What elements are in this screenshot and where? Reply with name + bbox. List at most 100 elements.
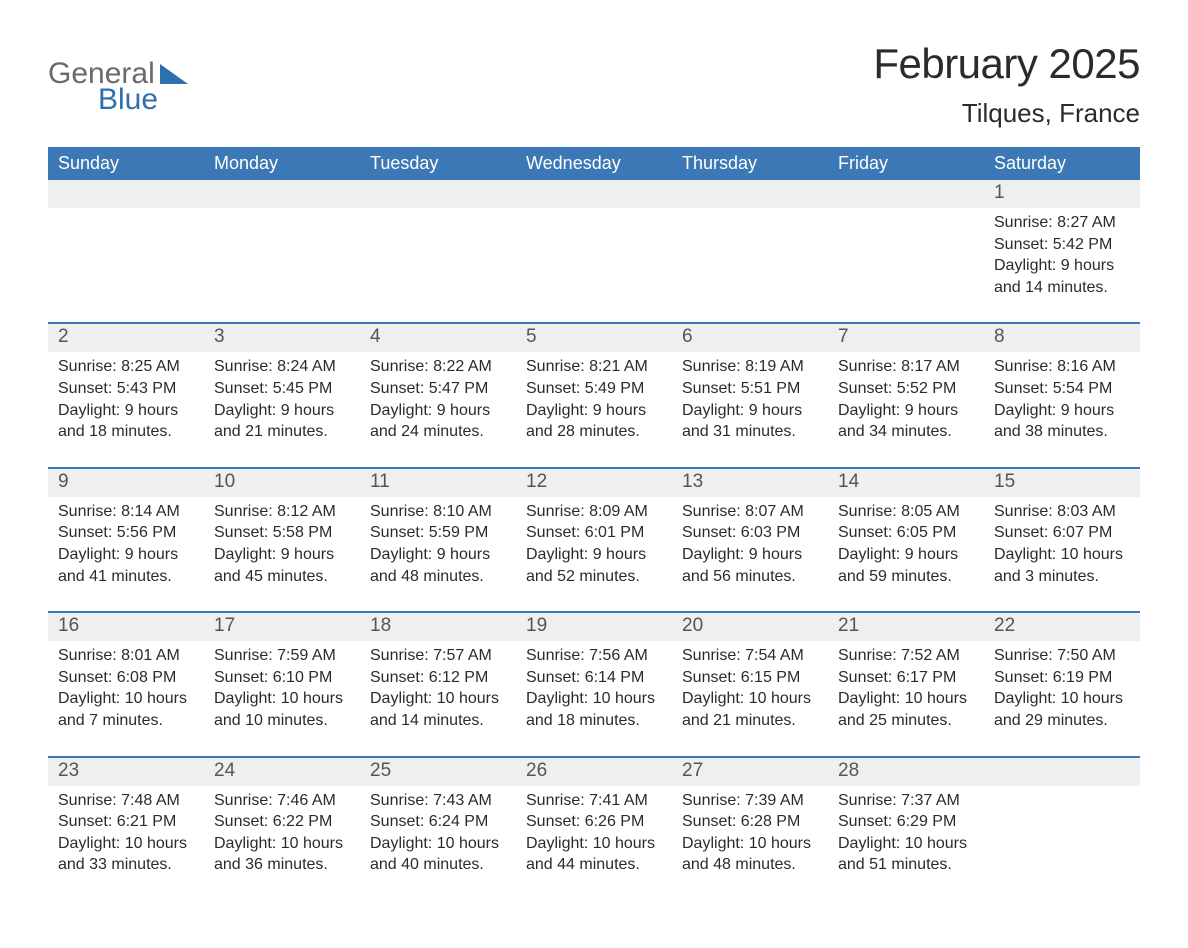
day-sunset: Sunset: 6:24 PM: [370, 811, 506, 833]
day-sunrise: Sunrise: 8:10 AM: [370, 501, 506, 523]
day-detail: Sunrise: 8:03 AMSunset: 6:07 PMDaylight:…: [984, 497, 1140, 587]
day-detail: Sunrise: 8:17 AMSunset: 5:52 PMDaylight:…: [828, 352, 984, 442]
day-sunset: Sunset: 5:43 PM: [58, 378, 194, 400]
day-number-row: 16171819202122: [48, 611, 1140, 641]
day-day1: Daylight: 10 hours: [214, 688, 350, 710]
day-day2: and 14 minutes.: [994, 277, 1130, 299]
day-number: [828, 180, 984, 208]
day-detail: [48, 208, 204, 298]
day-number: 15: [984, 469, 1140, 497]
header-block: General Blue February 2025 Tilques, Fran…: [48, 40, 1140, 129]
day-day1: Daylight: 9 hours: [526, 400, 662, 422]
weekday-header-row: Sunday Monday Tuesday Wednesday Thursday…: [48, 147, 1140, 180]
day-day1: Daylight: 10 hours: [994, 688, 1130, 710]
day-sunset: Sunset: 5:51 PM: [682, 378, 818, 400]
day-sunrise: Sunrise: 7:59 AM: [214, 645, 350, 667]
day-number: 5: [516, 324, 672, 352]
day-sunset: Sunset: 5:49 PM: [526, 378, 662, 400]
day-number: 26: [516, 758, 672, 786]
day-day1: Daylight: 9 hours: [682, 544, 818, 566]
day-sunset: Sunset: 5:59 PM: [370, 522, 506, 544]
day-number: 25: [360, 758, 516, 786]
weekday-header: Saturday: [984, 147, 1140, 180]
day-day1: Daylight: 9 hours: [214, 544, 350, 566]
day-sunrise: Sunrise: 7:43 AM: [370, 790, 506, 812]
day-sunset: Sunset: 6:10 PM: [214, 667, 350, 689]
weekday-header: Thursday: [672, 147, 828, 180]
day-day2: and 44 minutes.: [526, 854, 662, 876]
day-sunset: Sunset: 5:56 PM: [58, 522, 194, 544]
day-day2: and 48 minutes.: [682, 854, 818, 876]
day-sunrise: Sunrise: 8:25 AM: [58, 356, 194, 378]
day-day1: Daylight: 10 hours: [370, 688, 506, 710]
day-detail: [516, 208, 672, 298]
day-content-row: Sunrise: 8:27 AMSunset: 5:42 PMDaylight:…: [48, 208, 1140, 298]
weekday-header: Sunday: [48, 147, 204, 180]
day-day2: and 21 minutes.: [214, 421, 350, 443]
day-number: 13: [672, 469, 828, 497]
day-day2: and 31 minutes.: [682, 421, 818, 443]
day-sunrise: Sunrise: 7:54 AM: [682, 645, 818, 667]
day-detail: Sunrise: 7:43 AMSunset: 6:24 PMDaylight:…: [360, 786, 516, 876]
day-detail: [984, 786, 1140, 876]
day-sunset: Sunset: 6:26 PM: [526, 811, 662, 833]
day-day1: Daylight: 10 hours: [838, 688, 974, 710]
day-day1: Daylight: 9 hours: [838, 544, 974, 566]
day-sunrise: Sunrise: 7:57 AM: [370, 645, 506, 667]
day-sunrise: Sunrise: 7:46 AM: [214, 790, 350, 812]
day-detail: [672, 208, 828, 298]
day-detail: Sunrise: 8:12 AMSunset: 5:58 PMDaylight:…: [204, 497, 360, 587]
day-detail: Sunrise: 8:16 AMSunset: 5:54 PMDaylight:…: [984, 352, 1140, 442]
day-detail: Sunrise: 8:10 AMSunset: 5:59 PMDaylight:…: [360, 497, 516, 587]
day-day2: and 33 minutes.: [58, 854, 194, 876]
day-sunrise: Sunrise: 8:24 AM: [214, 356, 350, 378]
day-day1: Daylight: 10 hours: [838, 833, 974, 855]
day-detail: Sunrise: 8:25 AMSunset: 5:43 PMDaylight:…: [48, 352, 204, 442]
day-day1: Daylight: 10 hours: [214, 833, 350, 855]
day-sunrise: Sunrise: 8:21 AM: [526, 356, 662, 378]
day-sunrise: Sunrise: 8:16 AM: [994, 356, 1130, 378]
day-day1: Daylight: 10 hours: [526, 688, 662, 710]
day-detail: Sunrise: 7:59 AMSunset: 6:10 PMDaylight:…: [204, 641, 360, 731]
day-sunset: Sunset: 6:14 PM: [526, 667, 662, 689]
day-day2: and 40 minutes.: [370, 854, 506, 876]
day-day1: Daylight: 10 hours: [370, 833, 506, 855]
day-day1: Daylight: 9 hours: [994, 255, 1130, 277]
day-detail: Sunrise: 8:21 AMSunset: 5:49 PMDaylight:…: [516, 352, 672, 442]
day-number-row: 9101112131415: [48, 467, 1140, 497]
day-sunrise: Sunrise: 7:50 AM: [994, 645, 1130, 667]
day-content-row: Sunrise: 7:48 AMSunset: 6:21 PMDaylight:…: [48, 786, 1140, 876]
day-sunset: Sunset: 6:21 PM: [58, 811, 194, 833]
day-sunset: Sunset: 6:28 PM: [682, 811, 818, 833]
day-number: 22: [984, 613, 1140, 641]
day-sunrise: Sunrise: 7:39 AM: [682, 790, 818, 812]
day-detail: Sunrise: 8:27 AMSunset: 5:42 PMDaylight:…: [984, 208, 1140, 298]
day-day1: Daylight: 9 hours: [214, 400, 350, 422]
day-day2: and 45 minutes.: [214, 566, 350, 588]
day-sunset: Sunset: 6:19 PM: [994, 667, 1130, 689]
day-sunrise: Sunrise: 8:12 AM: [214, 501, 350, 523]
day-number: 21: [828, 613, 984, 641]
day-day1: Daylight: 9 hours: [526, 544, 662, 566]
day-sunrise: Sunrise: 7:56 AM: [526, 645, 662, 667]
day-number-row: 232425262728: [48, 756, 1140, 786]
day-detail: Sunrise: 7:41 AMSunset: 6:26 PMDaylight:…: [516, 786, 672, 876]
day-day2: and 18 minutes.: [526, 710, 662, 732]
day-sunrise: Sunrise: 8:22 AM: [370, 356, 506, 378]
day-sunset: Sunset: 6:29 PM: [838, 811, 974, 833]
logo-text: General Blue: [48, 58, 158, 115]
day-day2: and 14 minutes.: [370, 710, 506, 732]
day-number: 16: [48, 613, 204, 641]
day-sunset: Sunset: 6:22 PM: [214, 811, 350, 833]
day-number: 11: [360, 469, 516, 497]
day-number: 23: [48, 758, 204, 786]
day-sunset: Sunset: 6:03 PM: [682, 522, 818, 544]
day-day1: Daylight: 9 hours: [370, 400, 506, 422]
day-day2: and 41 minutes.: [58, 566, 194, 588]
day-sunset: Sunset: 5:52 PM: [838, 378, 974, 400]
day-number: 24: [204, 758, 360, 786]
day-day2: and 24 minutes.: [370, 421, 506, 443]
day-number: 4: [360, 324, 516, 352]
day-sunrise: Sunrise: 8:05 AM: [838, 501, 974, 523]
day-sunset: Sunset: 6:12 PM: [370, 667, 506, 689]
